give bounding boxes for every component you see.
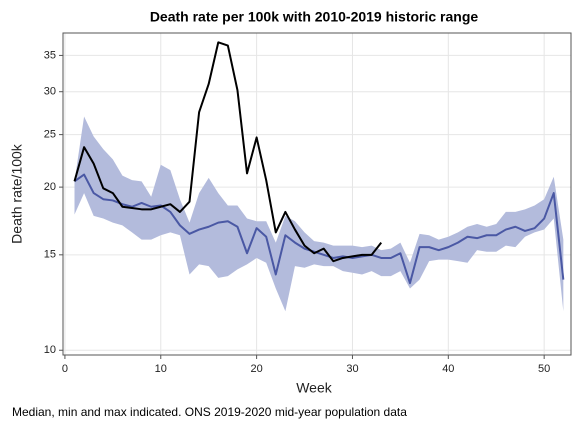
- y-tick-label: 25: [44, 129, 56, 141]
- x-tick-label: 10: [155, 363, 167, 375]
- x-tick-label: 50: [538, 363, 550, 375]
- x-tick-label: 40: [442, 363, 454, 375]
- y-tick-label: 35: [44, 49, 56, 61]
- footnote: Median, min and max indicated. ONS 2019-…: [12, 405, 407, 419]
- plot-frame: [62, 32, 572, 356]
- x-tick-label: 0: [62, 363, 68, 375]
- chart-title: Death rate per 100k with 2010-2019 histo…: [150, 9, 479, 25]
- y-tick-label: 20: [44, 181, 56, 193]
- x-axis-label: Week: [296, 380, 333, 396]
- series-line: [73, 173, 565, 285]
- y-axis-label: Death rate/100k: [9, 143, 25, 244]
- series-line: [73, 41, 383, 263]
- range-band: [74, 116, 564, 312]
- y-tick-label: 15: [44, 249, 56, 261]
- x-tick-label: 20: [250, 363, 262, 375]
- y-tick-label: 10: [44, 344, 56, 356]
- y-tick-label: 30: [44, 86, 56, 98]
- plot-area: 10 15 20 25 30 35 0 10 20 30 40 50: [44, 32, 572, 375]
- x-tick-label: 30: [346, 363, 358, 375]
